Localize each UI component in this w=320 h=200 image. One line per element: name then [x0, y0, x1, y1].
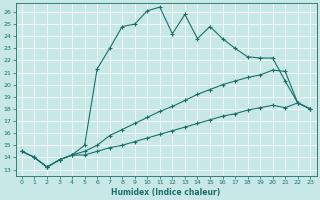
X-axis label: Humidex (Indice chaleur): Humidex (Indice chaleur) [111, 188, 221, 197]
